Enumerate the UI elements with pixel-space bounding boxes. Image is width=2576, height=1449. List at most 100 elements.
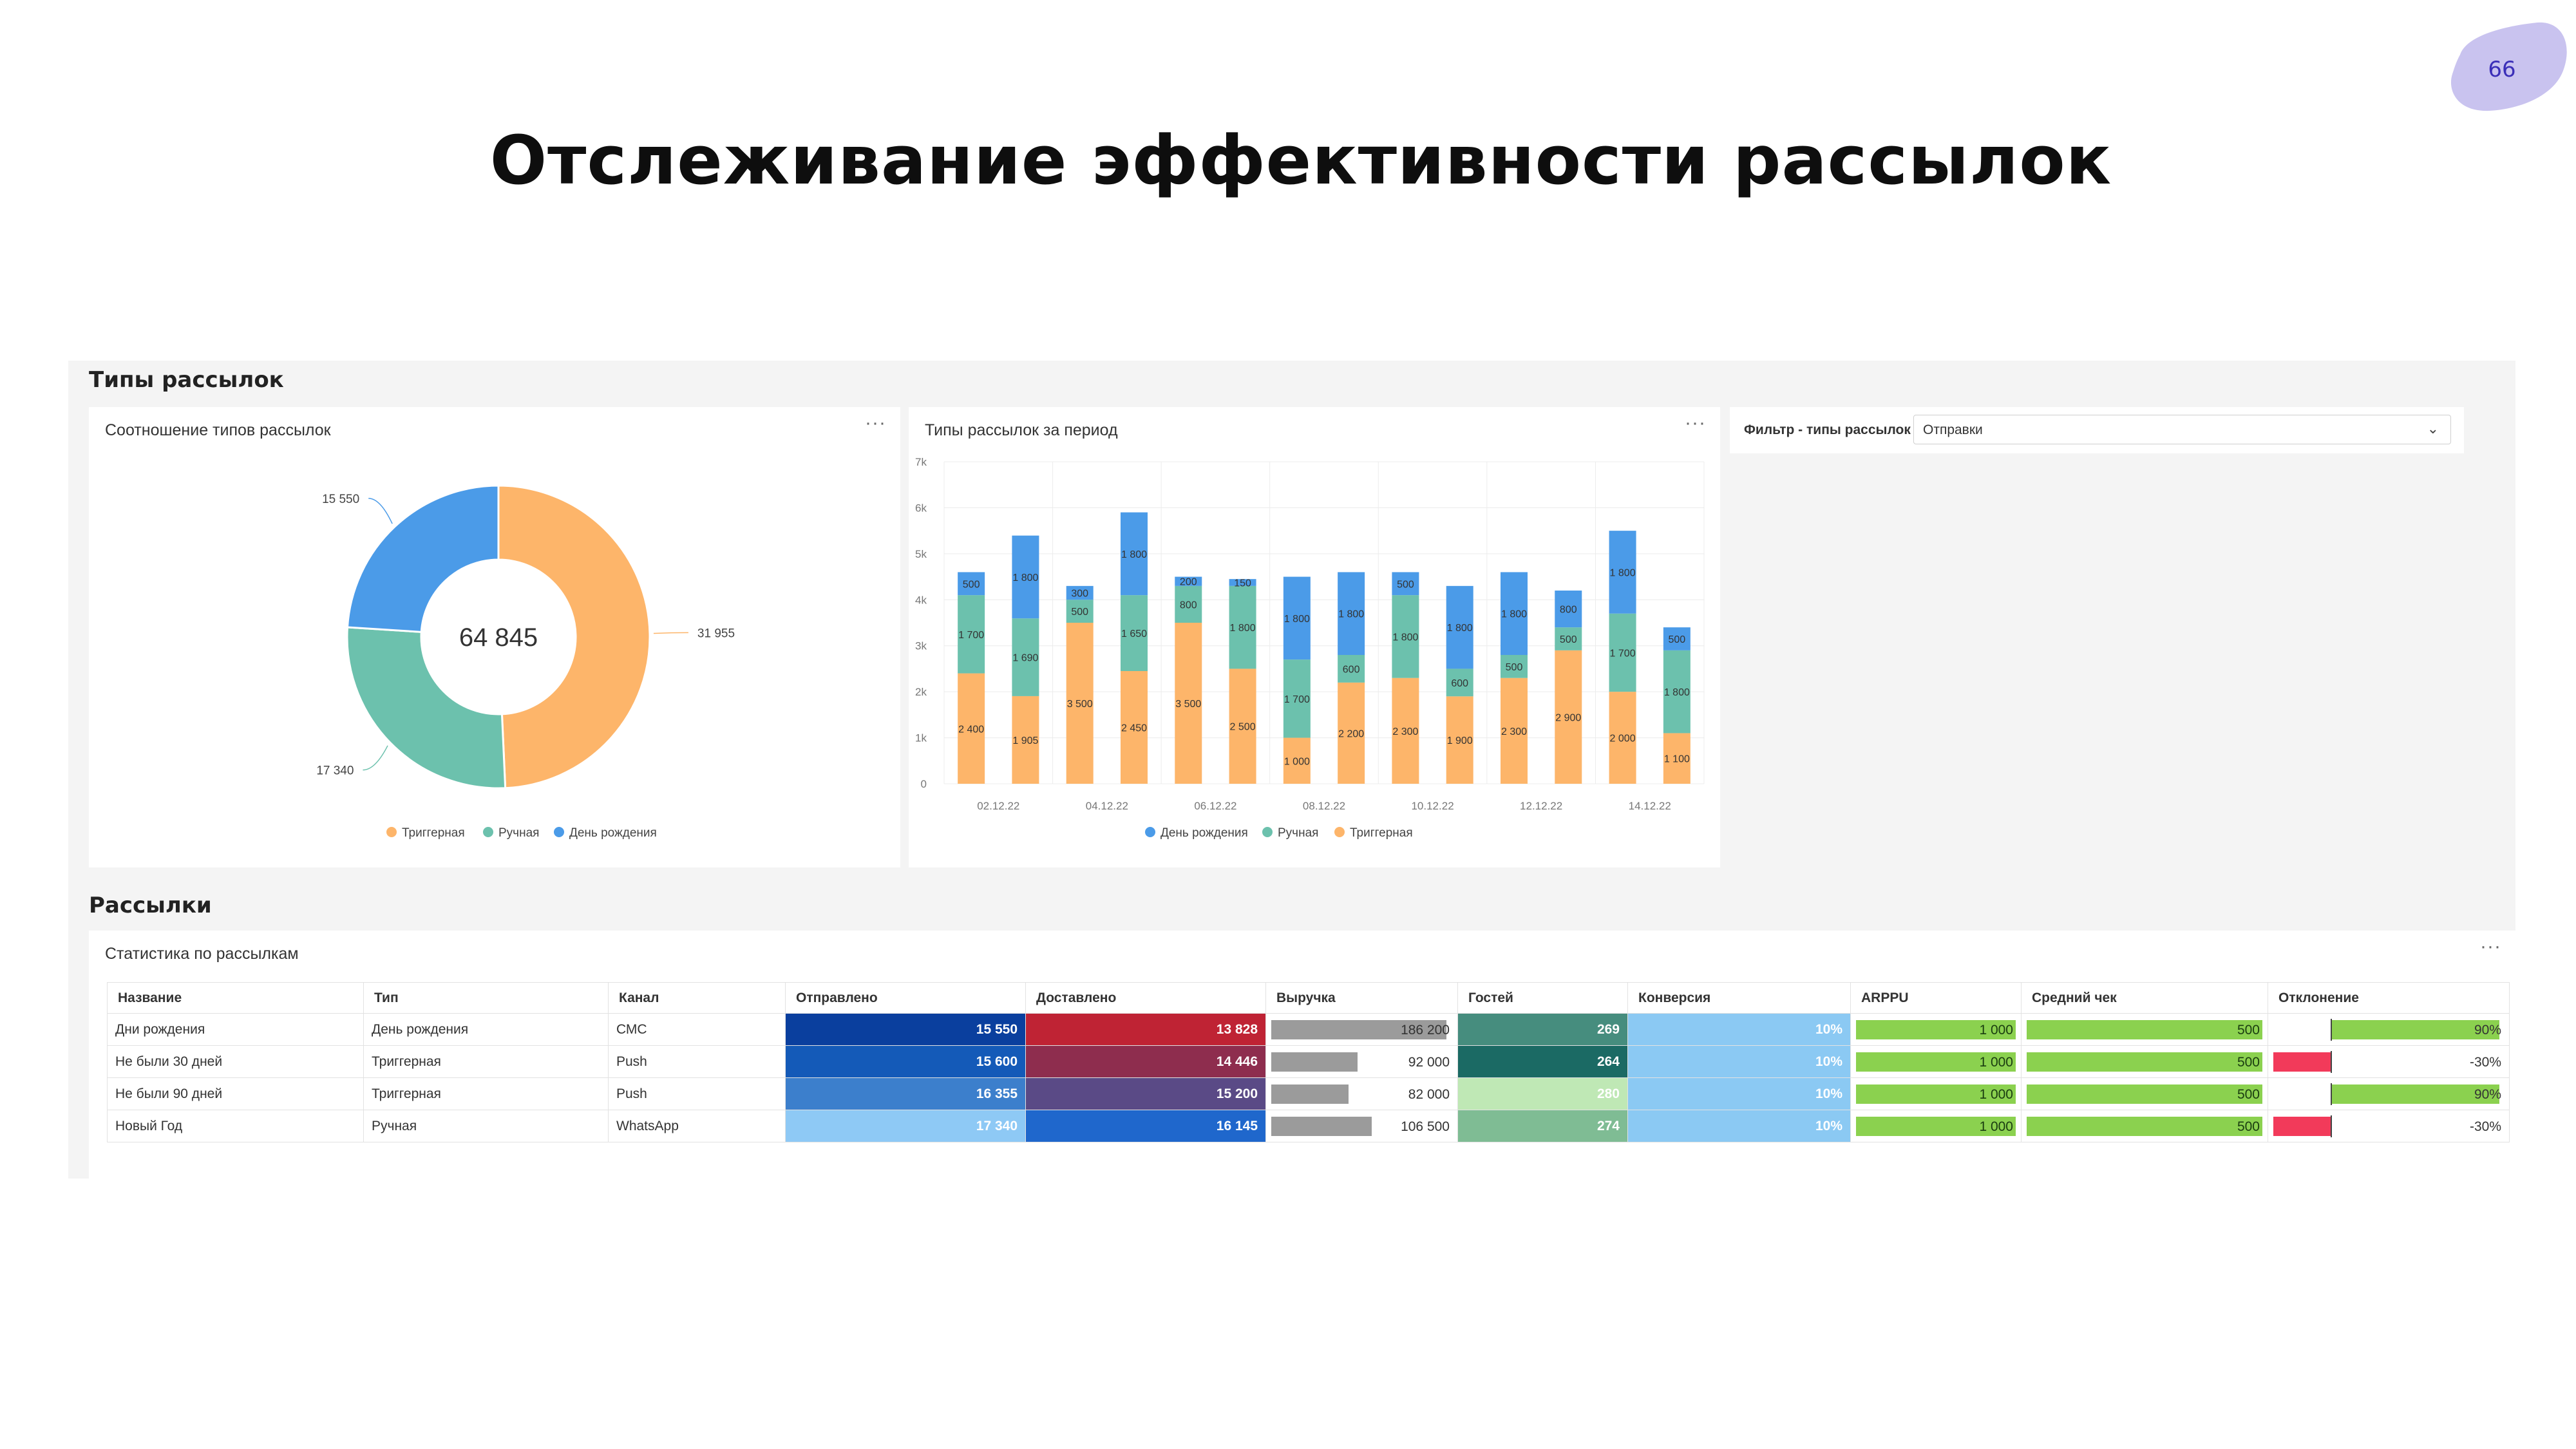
col-header-delivered[interactable]: Доставлено xyxy=(1025,982,1266,1014)
legend-label[interactable]: Ручная xyxy=(498,826,539,840)
table-row[interactable]: Не были 90 дней Триггерная Push 16 355 15 20… xyxy=(107,1077,2510,1110)
table-row[interactable]: Не были 30 дней Триггерная Push 15 600 14 44… xyxy=(107,1045,2510,1078)
donut-slice[interactable] xyxy=(346,484,500,633)
bar-value-label: 1 800 xyxy=(1121,549,1147,560)
bar-segment[interactable] xyxy=(1338,655,1365,683)
col-header-channel[interactable]: Канал xyxy=(608,982,786,1014)
bar-segment[interactable] xyxy=(1229,585,1256,669)
bar-segment[interactable] xyxy=(1555,591,1582,628)
bar-segment[interactable] xyxy=(1663,627,1690,650)
revenue-value: 82 000 xyxy=(1408,1087,1450,1102)
bar-segment[interactable] xyxy=(1663,650,1690,734)
bar-value-label: 800 xyxy=(1560,605,1577,616)
bar-segment[interactable] xyxy=(1555,627,1582,650)
bar-segment[interactable] xyxy=(1609,692,1636,784)
bar-value-label: 500 xyxy=(1669,634,1686,645)
bar-segment[interactable] xyxy=(1121,512,1148,596)
legend-label[interactable]: День рождения xyxy=(569,826,657,840)
bar-value-label: 1 100 xyxy=(1664,754,1690,765)
bar-segment[interactable] xyxy=(1012,535,1039,619)
bar-value-label: 3 500 xyxy=(1175,699,1201,710)
bar-segment[interactable] xyxy=(1121,595,1148,671)
table-row[interactable]: Дни рождения День рождения СМС 15 550 13 828… xyxy=(107,1013,2510,1046)
bar-segment[interactable] xyxy=(1121,671,1148,784)
bar-segment[interactable] xyxy=(1392,677,1419,784)
avg-check-value: 500 xyxy=(2237,1087,2260,1102)
bar-segment[interactable] xyxy=(1175,585,1202,623)
bar-segment[interactable] xyxy=(1283,737,1311,784)
bar-segment[interactable] xyxy=(1338,682,1365,784)
bar-segment[interactable] xyxy=(958,595,985,674)
bar-segment[interactable] xyxy=(1501,655,1528,678)
bar-segment[interactable] xyxy=(1446,696,1473,784)
bar-segment[interactable] xyxy=(1066,600,1094,623)
legend-label[interactable]: Ручная xyxy=(1278,826,1318,840)
bar-value-label: 1 800 xyxy=(1501,609,1527,620)
bar-value-label: 1 800 xyxy=(1230,623,1256,634)
col-header-avg-check[interactable]: Средний чек xyxy=(2021,982,2268,1014)
bar-segment[interactable] xyxy=(1066,623,1094,784)
table-row[interactable]: Новый Год Ручная WhatsApp 17 340 16 145 106 5… xyxy=(107,1110,2510,1142)
donut-slice[interactable] xyxy=(346,626,507,790)
donut-chart: 64 845 31 955 17 340 15 550 Триггерная Ручная… xyxy=(316,484,735,840)
badge-shape xyxy=(2450,22,2567,111)
bar-segment[interactable] xyxy=(1446,668,1473,697)
cell-arppu: 1 000 xyxy=(1850,1077,2022,1110)
col-header-name[interactable]: Название xyxy=(107,982,364,1014)
bar-segment[interactable] xyxy=(1609,531,1636,614)
bar-segment[interactable] xyxy=(1609,613,1636,692)
cell-sent: 16 355 xyxy=(785,1077,1026,1110)
bar-segment[interactable] xyxy=(1338,572,1365,655)
bar-value-label: 1 000 xyxy=(1284,756,1310,767)
more-dots-icon[interactable]: ··· xyxy=(2480,936,2501,957)
col-header-arppu[interactable]: ARPPU xyxy=(1850,982,2022,1014)
bar-segment[interactable] xyxy=(1663,733,1690,784)
bar-segment[interactable] xyxy=(1283,659,1311,738)
more-dots-icon[interactable]: ··· xyxy=(1685,412,1706,433)
col-header-type[interactable]: Тип xyxy=(363,982,609,1014)
bar-segment[interactable] xyxy=(958,673,985,784)
bar-segment[interactable] xyxy=(1229,668,1256,784)
bar-segment[interactable] xyxy=(1392,572,1419,596)
bar-value-label: 1 650 xyxy=(1121,629,1147,639)
deviation-value: 90% xyxy=(2474,1087,2501,1102)
more-dots-icon[interactable]: ··· xyxy=(865,412,886,433)
bar-segment[interactable] xyxy=(1501,677,1528,784)
revenue-bar xyxy=(1271,1084,1349,1104)
legend-marker xyxy=(386,827,397,837)
donut-leader-line xyxy=(653,632,688,634)
bar-segment[interactable] xyxy=(1175,623,1202,784)
legend-label[interactable]: Триггерная xyxy=(1350,826,1413,840)
col-header-sent[interactable]: Отправлено xyxy=(785,982,1026,1014)
filter-panel: Фильтр - типы рассылок Отправки ⌄ xyxy=(1730,407,2464,453)
bar-segment[interactable] xyxy=(1012,696,1039,784)
bar-segment[interactable] xyxy=(1012,618,1039,696)
arppu-value: 1 000 xyxy=(1979,1119,2013,1134)
bar-segment[interactable] xyxy=(1175,576,1202,586)
bar-segment[interactable] xyxy=(1501,572,1528,655)
bar-segment[interactable] xyxy=(1229,579,1256,586)
legend-label[interactable]: Триггерная xyxy=(402,826,465,840)
x-tick-label: 14.12.22 xyxy=(1629,800,1671,812)
filter-select[interactable]: Отправки ⌄ xyxy=(1913,415,2451,444)
cell-arppu: 1 000 xyxy=(1850,1110,2022,1142)
bar-value-label: 2 450 xyxy=(1121,723,1147,734)
col-header-guests[interactable]: Гостей xyxy=(1457,982,1628,1014)
deviation-positive-bar xyxy=(2332,1020,2499,1039)
bar-segment[interactable] xyxy=(1066,585,1094,600)
deviation-negative-bar xyxy=(2273,1052,2331,1072)
donut-slice[interactable] xyxy=(497,484,651,790)
cell-conversion: 10% xyxy=(1627,1110,1851,1142)
col-header-deviation[interactable]: Отклонение xyxy=(2268,982,2510,1014)
bar-segment[interactable] xyxy=(1446,585,1473,669)
bar-segment[interactable] xyxy=(958,572,985,596)
col-header-conversion[interactable]: Конверсия xyxy=(1627,982,1851,1014)
deviation-positive-bar xyxy=(2332,1084,2499,1104)
bar-segment[interactable] xyxy=(1283,576,1311,660)
bar-segment[interactable] xyxy=(1392,595,1419,678)
page-number: 66 xyxy=(2488,57,2516,82)
legend-label[interactable]: День рождения xyxy=(1160,826,1248,840)
bar-segment[interactable] xyxy=(1555,650,1582,784)
col-header-revenue[interactable]: Выручка xyxy=(1265,982,1458,1014)
bar-value-label: 500 xyxy=(963,579,980,590)
